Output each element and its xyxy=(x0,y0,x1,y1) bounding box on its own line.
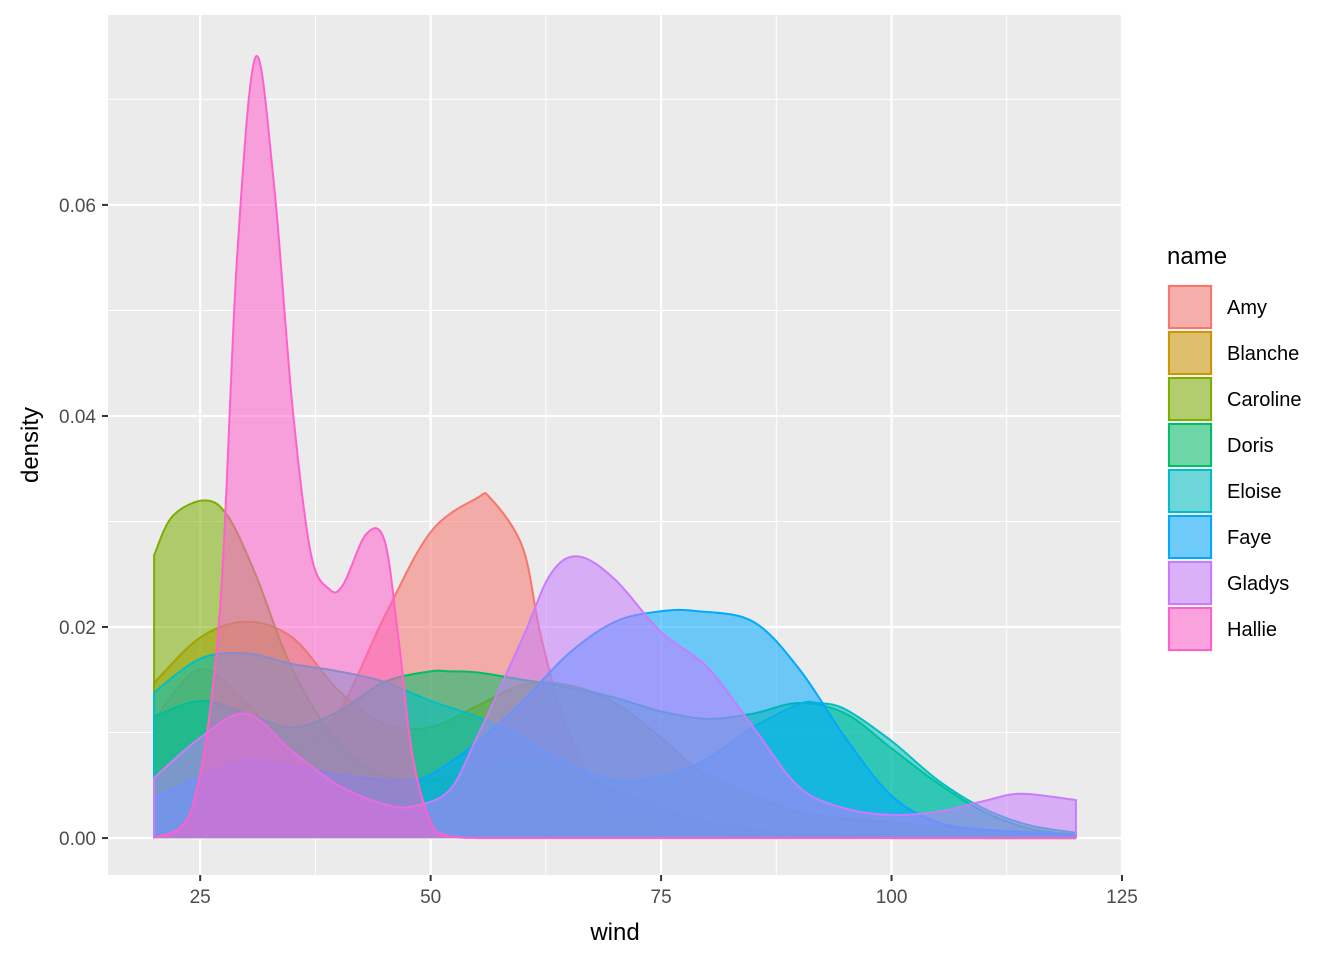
density-outline-hallie xyxy=(153,54,1076,840)
legend-key-eloise xyxy=(1168,469,1212,513)
legend-label-doris: Doris xyxy=(1227,435,1274,457)
legend-title: name xyxy=(1167,243,1227,270)
density-areas xyxy=(153,54,1077,840)
x-tick-label: 100 xyxy=(876,887,908,908)
legend-key-doris xyxy=(1168,423,1212,467)
x-tick-label: 50 xyxy=(420,887,441,908)
legend-key-blanche xyxy=(1168,331,1212,375)
legend-label-gladys: Gladys xyxy=(1227,573,1289,595)
legend-label-blanche: Blanche xyxy=(1227,343,1299,365)
y-tick-label: 0.02 xyxy=(59,618,96,639)
x-axis-title: wind xyxy=(589,919,639,946)
legend-key-gladys xyxy=(1168,561,1212,605)
legend-label-caroline: Caroline xyxy=(1227,389,1301,411)
legend-key-hallie xyxy=(1168,607,1212,651)
y-tick-label: 0.00 xyxy=(59,829,96,850)
x-axis: 25 50 75 100 125 xyxy=(190,875,1138,908)
density-area-hallie xyxy=(154,55,1076,839)
legend-label-faye: Faye xyxy=(1227,527,1271,549)
legend-label-amy: Amy xyxy=(1227,297,1267,319)
legend-key-faye xyxy=(1168,515,1212,559)
y-tick-label: 0.04 xyxy=(59,407,96,428)
x-tick-label: 125 xyxy=(1106,887,1138,908)
y-axis-title: density xyxy=(17,407,44,483)
legend-key-amy xyxy=(1168,285,1212,329)
y-axis: 0.00 0.02 0.04 0.06 xyxy=(59,196,108,850)
x-tick-label: 25 xyxy=(190,887,211,908)
x-tick-label: 75 xyxy=(651,887,672,908)
legend-key-caroline xyxy=(1168,377,1212,421)
legend: name Amy Blanche Caroline Doris Eloise Faye Gl… xyxy=(1167,243,1301,652)
density-area-gladys xyxy=(154,556,1076,839)
legend-label-hallie: Hallie xyxy=(1227,619,1277,641)
legend-label-eloise: Eloise xyxy=(1227,481,1281,503)
y-tick-label: 0.06 xyxy=(59,196,96,217)
